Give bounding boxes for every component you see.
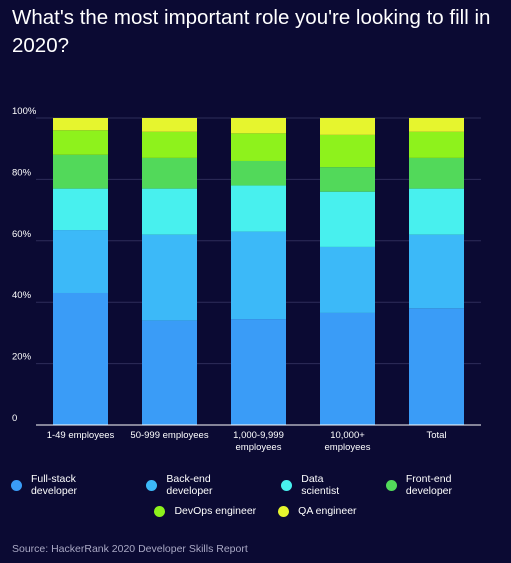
y-axis: 0 20% 40% 60% 80% 100% bbox=[12, 106, 37, 424]
bar-segment bbox=[231, 160, 286, 186]
bar-segment bbox=[142, 188, 197, 235]
y-tick-label: 80% bbox=[12, 167, 32, 178]
legend-item: Full-stack developer bbox=[11, 473, 124, 497]
bar-segment bbox=[53, 118, 108, 131]
legend-item: Data scientist bbox=[281, 473, 364, 497]
legend-swatch bbox=[281, 479, 293, 491]
x-axis: 1-49 employees 50-999 employees 1,000-9,99… bbox=[36, 424, 481, 453]
x-tick-label: 50-999 employees bbox=[130, 430, 208, 441]
legend-label: DevOps engineer bbox=[174, 505, 257, 517]
bar-segment bbox=[409, 188, 464, 235]
legend-label: Front-end developer bbox=[405, 473, 453, 497]
stacked-bar-chart: 0 20% 40% 60% 80% 100% 1-49 employees 50-999 e… bbox=[12, 106, 481, 453]
y-tick-label: 60% bbox=[12, 229, 32, 240]
bar-segment bbox=[231, 118, 286, 134]
bar-segment bbox=[320, 118, 375, 135]
bar-stack bbox=[409, 118, 464, 425]
legend-row: DevOps engineer QA engineer bbox=[0, 498, 511, 524]
bar-segment bbox=[53, 130, 108, 155]
bar-stack bbox=[142, 118, 197, 425]
legend-swatch bbox=[146, 479, 158, 491]
bar-segment bbox=[320, 191, 375, 247]
bar-segment bbox=[320, 167, 375, 192]
bar-segment bbox=[409, 234, 464, 309]
bar-segment bbox=[409, 308, 464, 425]
bar-segment bbox=[231, 133, 286, 161]
bar-segment bbox=[53, 292, 108, 425]
source-note: Source: HackerRank 2020 Developer Skills… bbox=[12, 543, 248, 555]
bar-segment bbox=[53, 188, 108, 231]
legend-swatch bbox=[385, 479, 397, 491]
legend-label: Back-end developer bbox=[166, 473, 213, 497]
x-tick-label: 1-49 employees bbox=[47, 430, 115, 441]
y-tick-label: 40% bbox=[12, 290, 32, 301]
legend-item: DevOps engineer bbox=[154, 505, 256, 517]
bar-segment bbox=[53, 230, 108, 293]
bar-segment bbox=[231, 319, 286, 425]
bar-segment bbox=[142, 118, 197, 132]
x-tick-label: 10,000+ employees bbox=[325, 430, 371, 453]
bar-segment bbox=[142, 320, 197, 425]
legend-item: Back-end developer bbox=[146, 473, 259, 497]
bar-segment bbox=[142, 131, 197, 158]
y-tick-label: 100% bbox=[12, 106, 37, 117]
bar-stack bbox=[320, 118, 375, 425]
bar-segment bbox=[231, 185, 286, 232]
legend-swatch bbox=[154, 505, 166, 517]
bar-segment bbox=[142, 234, 197, 321]
bar-segment bbox=[409, 157, 464, 189]
legend-swatch bbox=[278, 505, 290, 517]
legend-label: QA engineer bbox=[298, 505, 357, 517]
x-tick-label: Total bbox=[426, 430, 446, 441]
y-tick-label: 20% bbox=[12, 352, 32, 363]
bar-segment bbox=[231, 231, 286, 320]
bars bbox=[53, 118, 464, 425]
legend-item: QA engineer bbox=[278, 505, 357, 517]
x-tick-label: 1,000-9,999 employees bbox=[233, 430, 284, 453]
legend-label: Data scientist bbox=[301, 473, 340, 497]
bar-segment bbox=[320, 246, 375, 313]
bar-segment bbox=[320, 134, 375, 168]
bar-segment bbox=[53, 154, 108, 189]
bar-segment bbox=[409, 118, 464, 132]
legend: Full-stack developer Back-end developer Da… bbox=[0, 472, 511, 524]
bar-segment bbox=[320, 312, 375, 425]
legend-swatch bbox=[11, 479, 22, 491]
bar-segment bbox=[142, 157, 197, 189]
y-tick-label: 0 bbox=[12, 413, 17, 424]
legend-row: Full-stack developer Back-end developer Da… bbox=[0, 472, 511, 498]
legend-item: Front-end developer bbox=[385, 473, 500, 497]
bar-stack bbox=[53, 118, 108, 425]
bar-stack bbox=[231, 118, 286, 425]
chart-title: What's the most important role you're lo… bbox=[12, 6, 491, 57]
bar-segment bbox=[409, 131, 464, 158]
legend-label: Full-stack developer bbox=[30, 473, 78, 497]
